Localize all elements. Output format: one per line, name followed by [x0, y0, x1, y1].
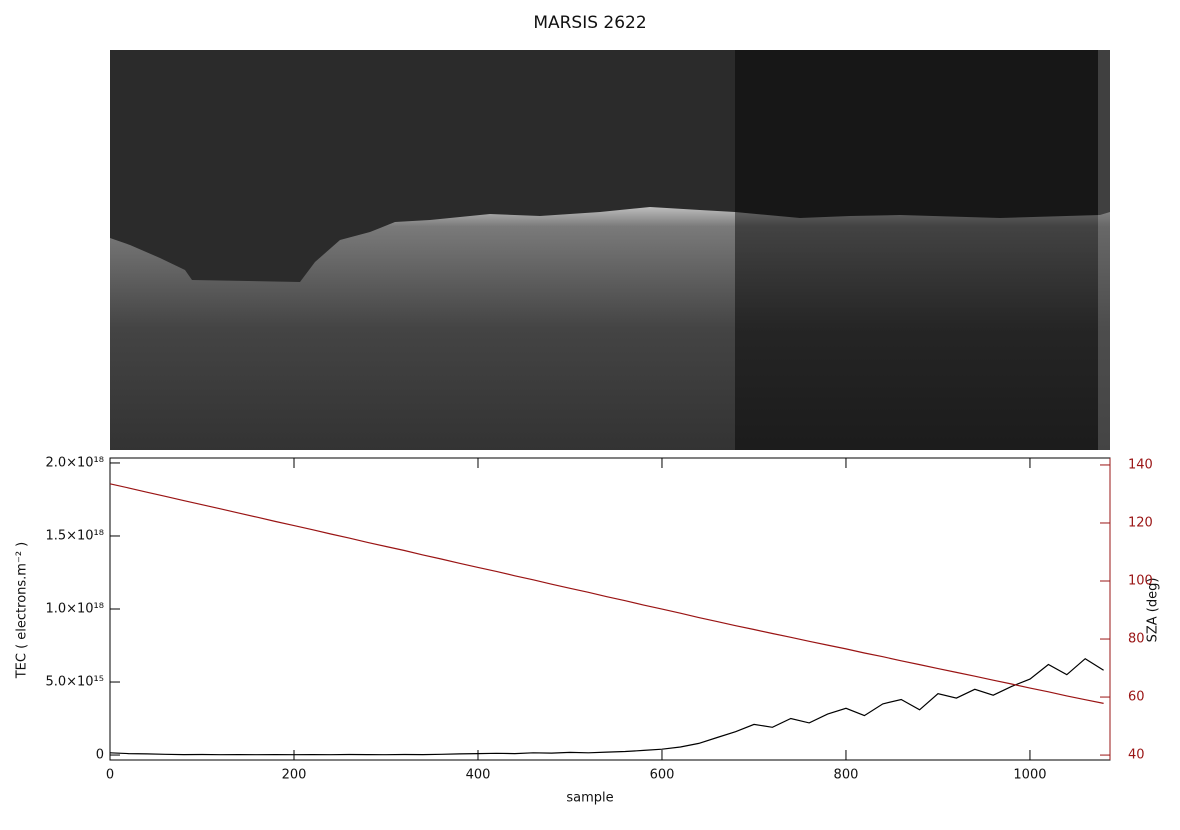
plot-frame	[109, 457, 1111, 761]
y-axis-label: TEC ( electrons.m⁻² )	[15, 542, 30, 680]
y2-tick-label: 100	[1128, 574, 1153, 589]
y2-tick-label: 40	[1128, 748, 1145, 763]
y-tick-label: 5.0×10¹⁵	[45, 675, 104, 690]
data-line	[109, 483, 1104, 704]
x-tick-label: 600	[650, 768, 675, 783]
y2-tick-label: 140	[1128, 457, 1153, 472]
y2-tick-label: 80	[1128, 632, 1145, 647]
y-tick-label: 2.0×10¹⁸	[45, 455, 104, 470]
x-tick-label: 1000	[1013, 768, 1046, 783]
y2-axis-label: SZA (deg)	[1146, 578, 1161, 643]
y-tick-label: 1.5×10¹⁸	[45, 528, 104, 543]
y-tick-label: 0	[96, 748, 104, 763]
radargram	[110, 50, 1110, 450]
y-tick-label: 1.0×10¹⁸	[45, 602, 104, 617]
x-tick-label: 200	[282, 768, 307, 783]
x-tick-label: 400	[466, 768, 491, 783]
y2-tick-label: 120	[1128, 515, 1153, 530]
chart-title: MARSIS 2622	[533, 13, 646, 33]
data-line	[109, 657, 1104, 756]
x-tick-label: 0	[106, 768, 114, 783]
y2-tick-label: 60	[1128, 690, 1145, 705]
x-axis-label: sample	[566, 791, 613, 806]
x-tick-label: 800	[834, 768, 859, 783]
